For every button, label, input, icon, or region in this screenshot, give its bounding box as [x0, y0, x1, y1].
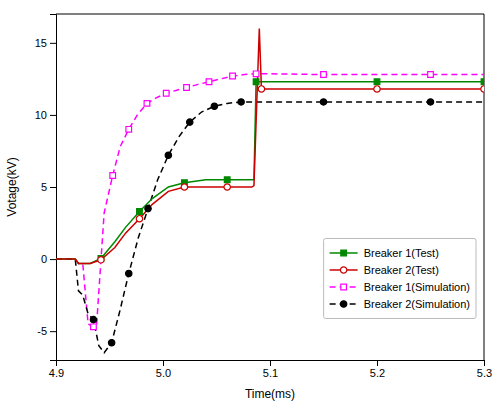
marker [184, 85, 190, 91]
series-line [56, 74, 484, 327]
marker [427, 99, 433, 105]
tick-label: 4.9 [49, 367, 64, 379]
frame [484, 14, 485, 360]
tick-mark [377, 360, 378, 366]
marker [253, 79, 259, 85]
tick-label: 5.1 [263, 367, 278, 379]
tick: 15 [35, 37, 56, 49]
legend-label: Breaker 1(Test) [364, 247, 439, 259]
marker [108, 340, 114, 346]
marker [258, 86, 264, 92]
marker [144, 101, 150, 107]
marker [163, 90, 169, 96]
frame [56, 14, 484, 15]
marker [137, 209, 143, 215]
marker [187, 119, 193, 125]
marker [145, 205, 151, 211]
tick: 5.1 [263, 360, 278, 379]
marker [136, 216, 142, 222]
legend: Breaker 1(Test) Breaker 2(Test) Breaker 1(… [324, 238, 476, 318]
tick: 0 [41, 253, 56, 265]
marker [238, 99, 244, 105]
marker [321, 72, 327, 78]
tick-label: 0 [41, 253, 47, 265]
marker [126, 127, 132, 133]
tick-mark [50, 259, 56, 260]
tick: 5.3 [477, 360, 492, 379]
tick-mark [163, 360, 164, 366]
tick-label: 5.0 [156, 367, 171, 379]
legend-swatch [340, 301, 346, 307]
marker [90, 316, 96, 322]
tick-label: -5 [37, 325, 47, 337]
legend-label: Breaker 2(Test) [364, 264, 439, 276]
tick-mark [50, 331, 56, 332]
plot: 4.95.05.15.25.3-5051015Breaker 1(Test)Br… [35, 14, 492, 379]
tick-label: 10 [35, 109, 47, 121]
tick-label: 15 [35, 37, 47, 49]
marker [165, 152, 171, 158]
legend-box [324, 238, 476, 318]
marker [224, 177, 230, 183]
tick: 5 [41, 181, 56, 193]
series-line [56, 28, 484, 263]
marks [56, 28, 484, 352]
series-markers [98, 86, 484, 263]
tick: 5.0 [156, 360, 171, 379]
legend-label: Breaker 1(Simulation) [364, 281, 470, 293]
x-axis: 4.9 5.0 5.1 5.2 5.3 [49, 360, 492, 379]
marker [481, 86, 484, 92]
tick: 4.9 [49, 360, 64, 379]
chart: 4.95.05.15.25.3-5051015Breaker 1(Test)Br… [0, 0, 500, 408]
tick: 10 [35, 109, 56, 121]
marker [211, 103, 217, 109]
legend-item: Breaker 1(Simulation) [330, 281, 470, 293]
legend-label: Breaker 2(Simulation) [364, 298, 470, 310]
tick-mark [50, 115, 56, 116]
marker [320, 99, 326, 105]
marker [91, 324, 97, 330]
tick-mark [484, 360, 485, 366]
marker [110, 173, 116, 179]
tick-mark [270, 360, 271, 366]
legend-item: Breaker 2(Simulation) [330, 298, 470, 310]
marker [253, 71, 259, 77]
legend-item: Breaker 1(Test) [330, 247, 439, 259]
y-axis-title: Votage(kV) [5, 157, 19, 216]
legend-item: Breaker 2(Test) [330, 264, 439, 276]
tick-mark [50, 43, 56, 44]
legend-swatch [341, 284, 347, 290]
tick: 5.2 [370, 360, 385, 379]
series-markers [98, 79, 484, 261]
tick: -5 [37, 325, 56, 337]
marker [181, 184, 187, 190]
tick-label: 5.2 [370, 367, 385, 379]
axis-line [50, 15, 57, 361]
marker [481, 79, 484, 85]
tick-label: 5 [41, 181, 47, 193]
series-line [56, 102, 484, 353]
tick-mark [50, 187, 56, 188]
legend-swatch [340, 267, 346, 273]
series-line [56, 82, 484, 264]
marker [374, 86, 380, 92]
legend-swatch [341, 250, 347, 256]
marker [206, 79, 212, 85]
tick-label: 5.3 [477, 367, 492, 379]
marker [230, 73, 236, 79]
marker [126, 270, 132, 276]
x-axis-title: Time(ms) [245, 387, 295, 401]
marker [224, 184, 230, 190]
marker [428, 72, 434, 78]
marker [374, 79, 380, 85]
axis-line [57, 361, 485, 367]
marker [98, 257, 104, 263]
y-axis: -5 0 5 10 15 [35, 15, 57, 361]
